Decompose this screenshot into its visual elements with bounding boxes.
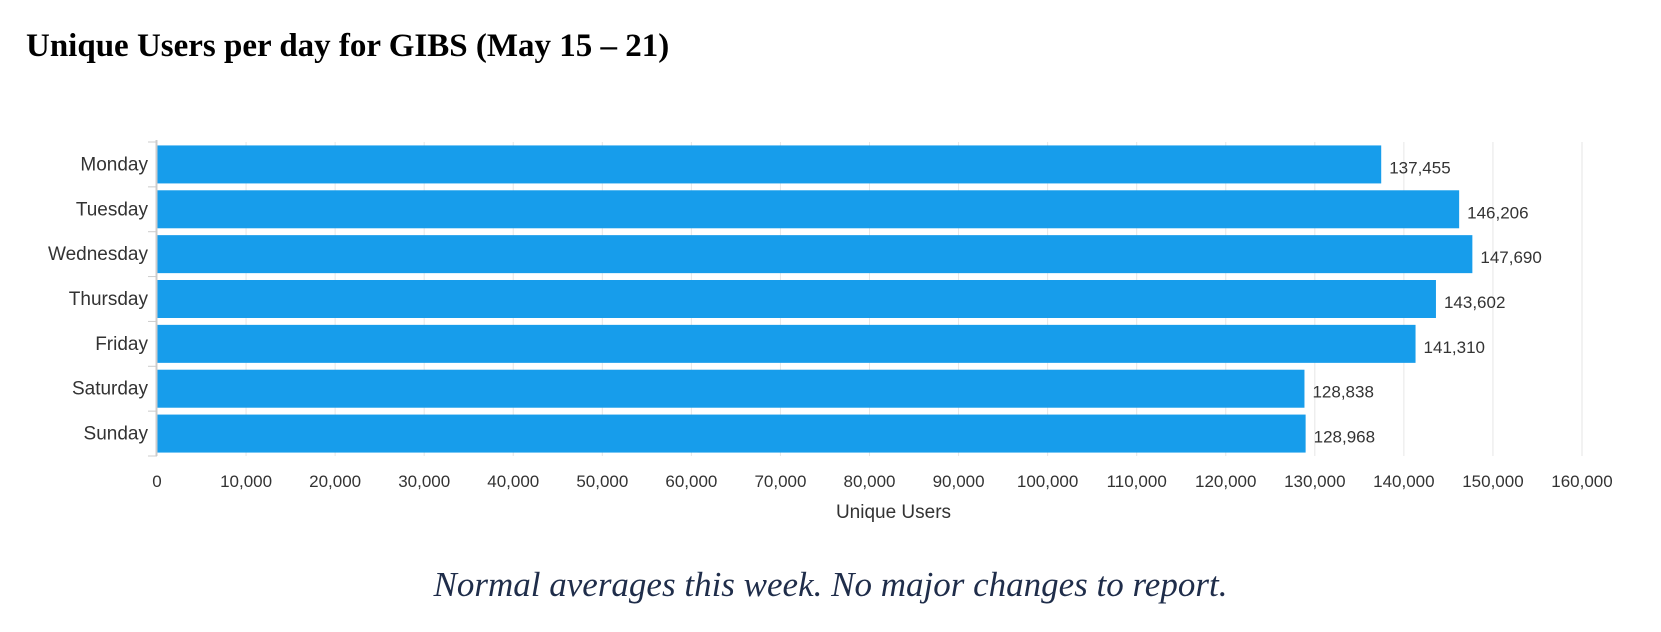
bar-chart: 0 10,000 20,000 30,000 40,000 50,000 60,000 70,… — [48, 140, 1613, 523]
x-tick-label: 20,000 — [309, 472, 361, 491]
bars — [157, 145, 1473, 453]
bar-saturday — [157, 369, 1305, 408]
category-label: Tuesday — [76, 199, 149, 220]
x-tick-label: 60,000 — [665, 472, 717, 491]
x-tick-label: 140,000 — [1373, 472, 1434, 491]
x-tick-label: 40,000 — [487, 472, 539, 491]
x-tick-label: 10,000 — [220, 472, 272, 491]
category-label: Saturday — [72, 379, 149, 400]
x-tick-label: 110,000 — [1107, 472, 1167, 491]
category-label: Sunday — [84, 424, 149, 445]
x-tick-label: 90,000 — [933, 472, 985, 491]
data-label: 128,838 — [1312, 383, 1373, 402]
data-label: 128,968 — [1314, 428, 1375, 447]
x-tick-label: 120,000 — [1195, 472, 1256, 491]
category-label: Wednesday — [48, 244, 148, 265]
data-label: 147,690 — [1480, 248, 1541, 267]
x-tick-label: 100,000 — [1017, 472, 1078, 491]
x-tick-label: 130,000 — [1284, 472, 1345, 491]
data-label: 146,206 — [1467, 203, 1528, 222]
axes — [148, 140, 158, 457]
category-label: Thursday — [69, 289, 149, 310]
x-axis-title: Unique Users — [836, 502, 951, 523]
bar-thursday — [157, 280, 1436, 318]
x-tick-label: 30,000 — [398, 472, 450, 491]
x-tick-label: 0 — [152, 472, 161, 491]
x-tick-labels: 0 10,000 20,000 30,000 40,000 50,000 60,000 70,… — [152, 472, 1612, 491]
bar-wednesday — [157, 235, 1473, 274]
data-label: 141,310 — [1424, 338, 1485, 357]
category-label: Friday — [95, 334, 148, 355]
x-tick-label: 80,000 — [844, 472, 896, 491]
summary-note: Normal averages this week. No major chan… — [433, 565, 1228, 604]
bar-friday — [157, 324, 1416, 363]
data-labels: 137,455 146,206 147,690 143,602 141,310 128,8… — [1312, 158, 1541, 446]
category-labels: Monday Tuesday Wednesday Thursday Friday Satu… — [48, 154, 148, 444]
x-tick-label: 160,000 — [1551, 472, 1612, 491]
data-label: 137,455 — [1389, 158, 1450, 177]
data-label: 143,602 — [1444, 293, 1505, 312]
x-tick-label: 50,000 — [576, 472, 628, 491]
bar-monday — [157, 145, 1382, 184]
x-tick-label: 150,000 — [1462, 472, 1523, 491]
bar-tuesday — [157, 190, 1460, 229]
page-title: Unique Users per day for GIBS (May 15 – … — [26, 28, 670, 64]
category-label: Monday — [80, 154, 148, 175]
bar-sunday — [157, 414, 1306, 453]
x-tick-label: 70,000 — [754, 472, 806, 491]
